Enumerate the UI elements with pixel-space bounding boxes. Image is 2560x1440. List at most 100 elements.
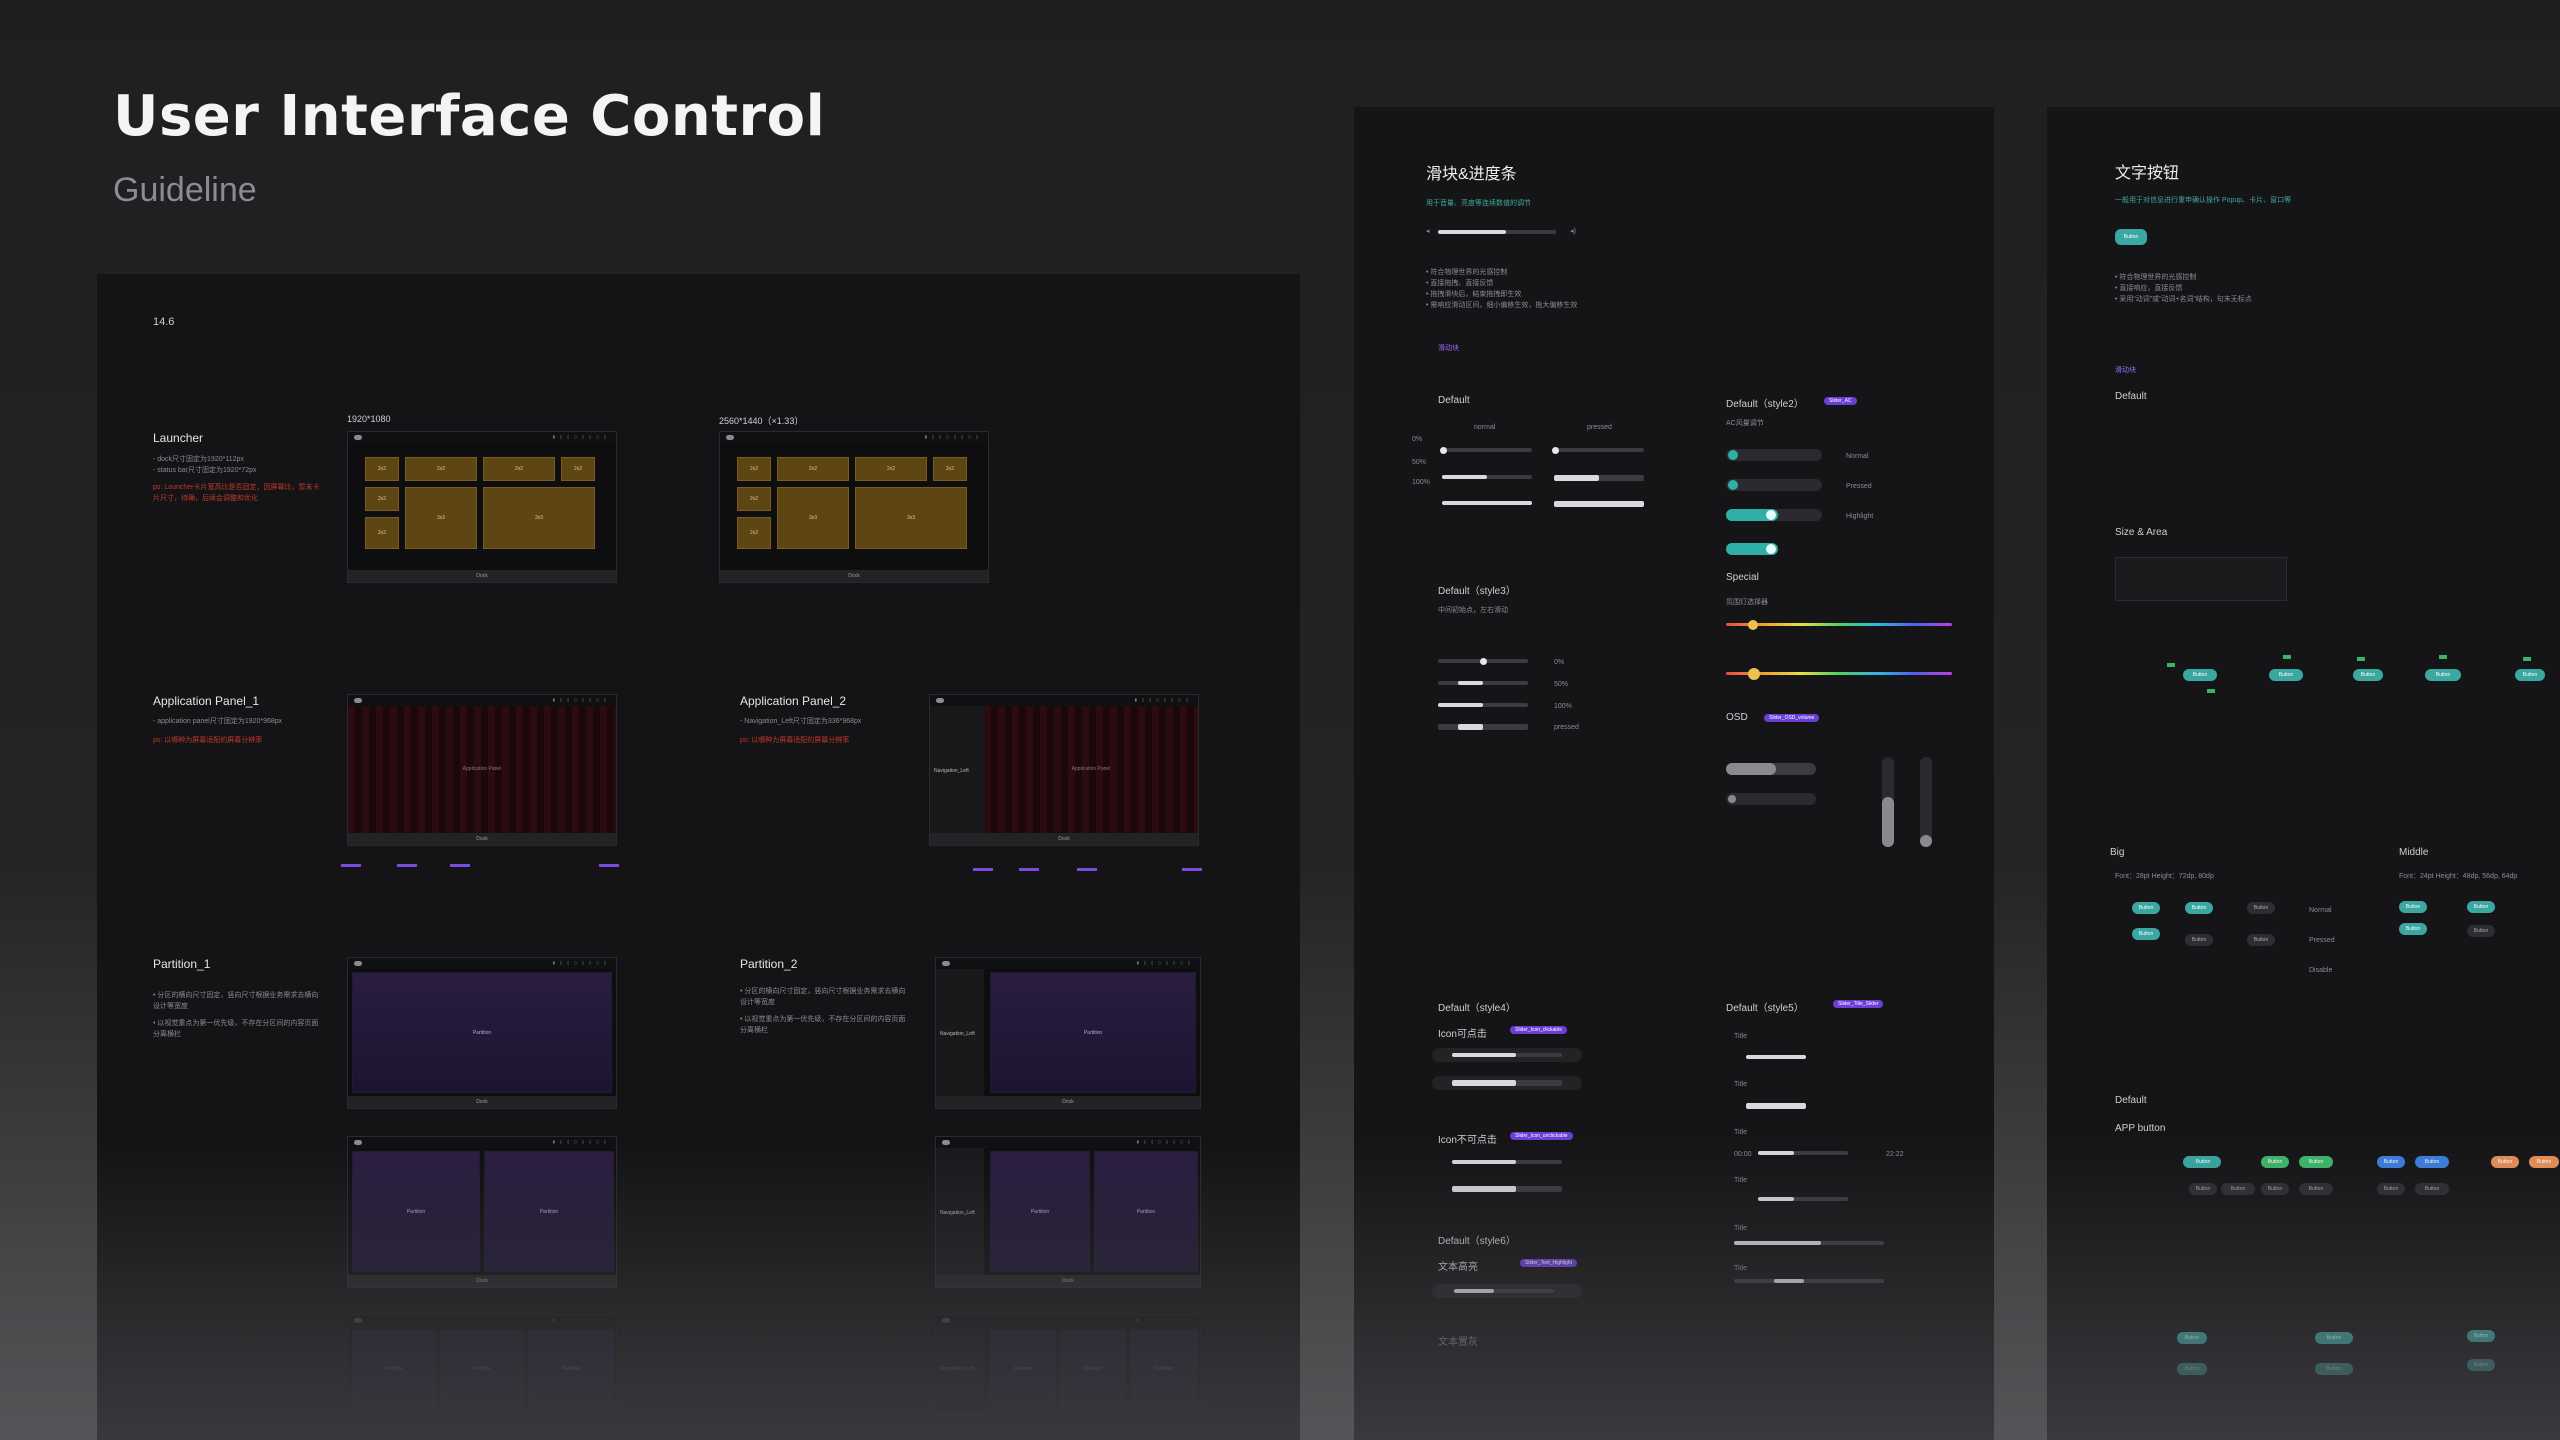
app-panel-1-notes: - application panel尺寸固定为1920*968px ps: 以…: [153, 716, 323, 746]
app-button[interactable]: Button: [2415, 1156, 2449, 1168]
slider-track[interactable]: [1734, 1279, 1884, 1283]
middle-button-normal[interactable]: Button: [2399, 901, 2427, 913]
ac-slider-pressed[interactable]: [1726, 479, 1822, 491]
style4-tag: Slider_Icon_unclickable: [1510, 1132, 1573, 1140]
center-slider[interactable]: [1438, 703, 1528, 707]
icon-slider[interactable]: [1432, 1076, 1582, 1090]
ac-slider-knob[interactable]: [1728, 480, 1738, 490]
app-button-pressed[interactable]: Button: [2221, 1183, 2255, 1195]
launcher-tile: 2x2: [561, 457, 595, 481]
osd-slider[interactable]: [1726, 793, 1816, 805]
ac-slider-knob[interactable]: [1728, 450, 1738, 460]
osd-slider-fill: [1726, 763, 1776, 775]
color-picker-slider[interactable]: [1726, 668, 1952, 680]
app-button-stacked[interactable]: Button: [2315, 1363, 2353, 1375]
app-button-stacked[interactable]: Button: [2467, 1330, 2495, 1342]
slider-track[interactable]: [1746, 1103, 1806, 1109]
volume-slider-example[interactable]: ◂ ◂): [1426, 228, 1576, 236]
sample-button[interactable]: Button: [2115, 229, 2147, 245]
middle-button-pressed[interactable]: Button: [2399, 923, 2427, 935]
slider-knob[interactable]: [1552, 446, 1559, 454]
progress-bar[interactable]: [1758, 1197, 1848, 1201]
app-button-label: APP button: [2115, 1123, 2166, 1134]
launcher-note: - status bar尺寸固定为1920*72px: [153, 467, 257, 474]
center-slider[interactable]: [1438, 681, 1528, 685]
app-button-stacked[interactable]: Button: [2177, 1332, 2207, 1344]
app-button-stacked[interactable]: Button: [2467, 1359, 2495, 1371]
sample-button[interactable]: Button: [2183, 669, 2217, 681]
launcher-tile: 3x3: [483, 487, 595, 549]
app-button-pressed[interactable]: Button: [2189, 1183, 2217, 1195]
big-button-normal[interactable]: Button: [2132, 902, 2160, 914]
icon-slider[interactable]: [1432, 1048, 1582, 1062]
big-button-normal[interactable]: Button: [2185, 902, 2213, 914]
slider-track[interactable]: [1452, 1160, 1562, 1164]
app-button[interactable]: Button: [2261, 1156, 2289, 1168]
app-button[interactable]: Button: [2529, 1156, 2559, 1168]
osd-vertical-slider[interactable]: [1920, 757, 1932, 847]
center-slider-pressed[interactable]: [1438, 724, 1528, 730]
big-button-pressed[interactable]: Button: [2247, 934, 2275, 946]
middle-button-normal[interactable]: Button: [2467, 901, 2495, 913]
slider-track: [1452, 1080, 1562, 1086]
ac-slider-on[interactable]: [1726, 543, 1778, 555]
ac-slider-knob[interactable]: [1766, 510, 1776, 520]
progress-bar[interactable]: [1758, 1151, 1848, 1155]
slider-track[interactable]: [1746, 1055, 1806, 1059]
slider-track[interactable]: [1442, 475, 1532, 479]
text-slider[interactable]: [1432, 1284, 1582, 1298]
text-plain-label: 文本置灰: [1438, 1337, 1478, 1348]
slider-knob[interactable]: [1480, 657, 1487, 665]
partition-2-mockup-triple: Navigation_Left Partition Partition Part…: [935, 1314, 1201, 1414]
osd-slider[interactable]: [1726, 763, 1816, 775]
state-label: Pressed: [1846, 483, 1872, 490]
sample-button[interactable]: Button: [2353, 669, 2383, 681]
launcher-tile: 3x3: [405, 487, 477, 549]
app-button-stacked[interactable]: Button: [2177, 1363, 2207, 1375]
app-button[interactable]: Button: [2377, 1156, 2405, 1168]
app-button[interactable]: Button: [2299, 1156, 2333, 1168]
big-button-pressed[interactable]: Button: [2132, 928, 2160, 940]
launcher-tile: 3x3: [855, 487, 967, 549]
color-picker-slider[interactable]: [1726, 620, 1952, 630]
app-button-pressed[interactable]: Button: [2261, 1183, 2289, 1195]
state-label: Pressed: [2309, 937, 2335, 944]
big-button-pressed[interactable]: Button: [2185, 934, 2213, 946]
app-button-pressed[interactable]: Button: [2415, 1183, 2449, 1195]
slider-track-pressed[interactable]: [1554, 475, 1644, 481]
big-button-normal[interactable]: Button: [2247, 902, 2275, 914]
slider-track[interactable]: [1734, 1241, 1884, 1245]
sample-button[interactable]: Button: [2425, 669, 2461, 681]
app-button[interactable]: Button: [2185, 1156, 2221, 1168]
color-picker-knob[interactable]: [1748, 620, 1758, 630]
button-link[interactable]: 滑动块: [2115, 367, 2136, 374]
sample-button[interactable]: Button: [2269, 669, 2303, 681]
spec-node: [2523, 657, 2531, 661]
special-sub: 氛围灯选择器: [1726, 599, 1768, 606]
status-bar: [936, 1137, 1200, 1148]
dock-bar: Dock: [720, 570, 988, 582]
app-button-pressed[interactable]: Button: [2377, 1183, 2405, 1195]
slider-track[interactable]: [1440, 446, 1532, 454]
ac-slider-knob[interactable]: [1766, 544, 1776, 554]
ac-slider-highlight[interactable]: [1726, 509, 1822, 521]
style3-label: Default（style3）: [1438, 586, 1516, 597]
slider-track-pressed[interactable]: [1552, 446, 1644, 454]
sample-button[interactable]: Button: [2515, 669, 2545, 681]
app-button-pressed[interactable]: Button: [2299, 1183, 2333, 1195]
slider-track-pressed[interactable]: [1554, 501, 1644, 507]
osd-vertical-slider[interactable]: [1882, 757, 1894, 847]
middle-button-pressed[interactable]: Button: [2467, 925, 2495, 937]
color-picker-knob[interactable]: [1748, 668, 1760, 680]
center-slider[interactable]: [1438, 657, 1528, 665]
slider-track[interactable]: [1452, 1186, 1562, 1192]
slider-knob[interactable]: [1440, 446, 1447, 454]
partition-area: Partition: [1130, 1329, 1198, 1409]
ac-slider-normal[interactable]: [1726, 449, 1822, 461]
slider-link[interactable]: 滑动块: [1438, 345, 1459, 352]
slider-track[interactable]: [1442, 501, 1532, 505]
partition-1-title: Partition_1: [153, 957, 211, 971]
app-button-stacked[interactable]: Button: [2315, 1332, 2353, 1344]
app-button[interactable]: Button: [2491, 1156, 2519, 1168]
slider-fill: [1442, 475, 1487, 479]
